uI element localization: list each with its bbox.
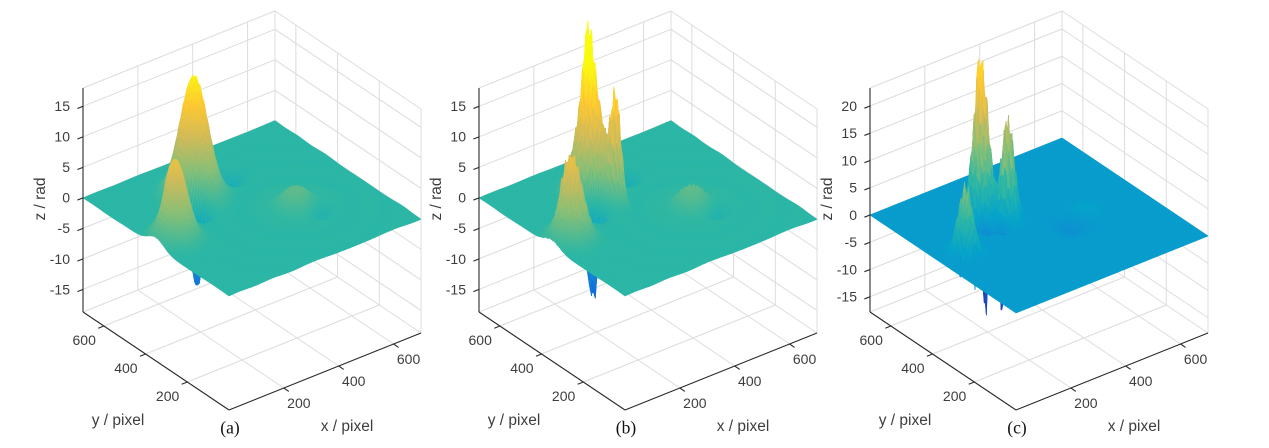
3d-surface-figure: z / rad y / pixel x / pixel (a) z / rad … [0, 0, 1269, 448]
surface-plots-canvas [0, 0, 1269, 448]
